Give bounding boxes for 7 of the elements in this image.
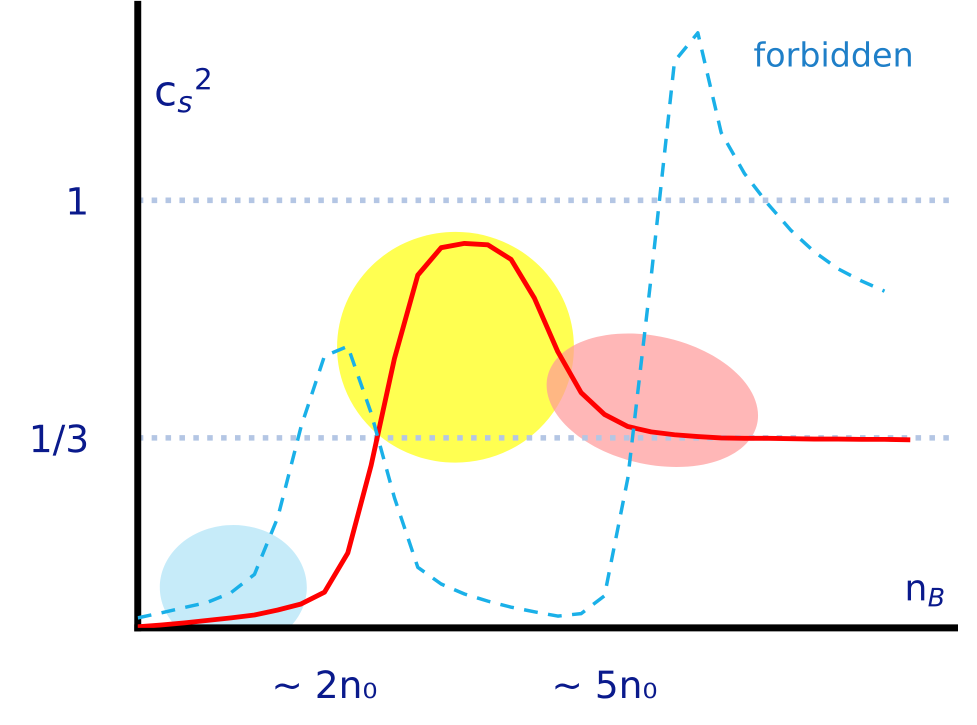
annotation: forbidden bbox=[754, 41, 911, 68]
y-axis-title: c$_{s}$$^{2}$ bbox=[156, 68, 210, 113]
x-tick-label: ~ 2n₀ bbox=[275, 670, 376, 698]
x-axis-title: n$_{B}$ bbox=[908, 580, 944, 606]
y-tick-label: 1/3 bbox=[32, 424, 86, 456]
y-tick-label: 1 bbox=[69, 187, 86, 215]
x-tick-label: ~ 5n₀ bbox=[555, 670, 656, 699]
